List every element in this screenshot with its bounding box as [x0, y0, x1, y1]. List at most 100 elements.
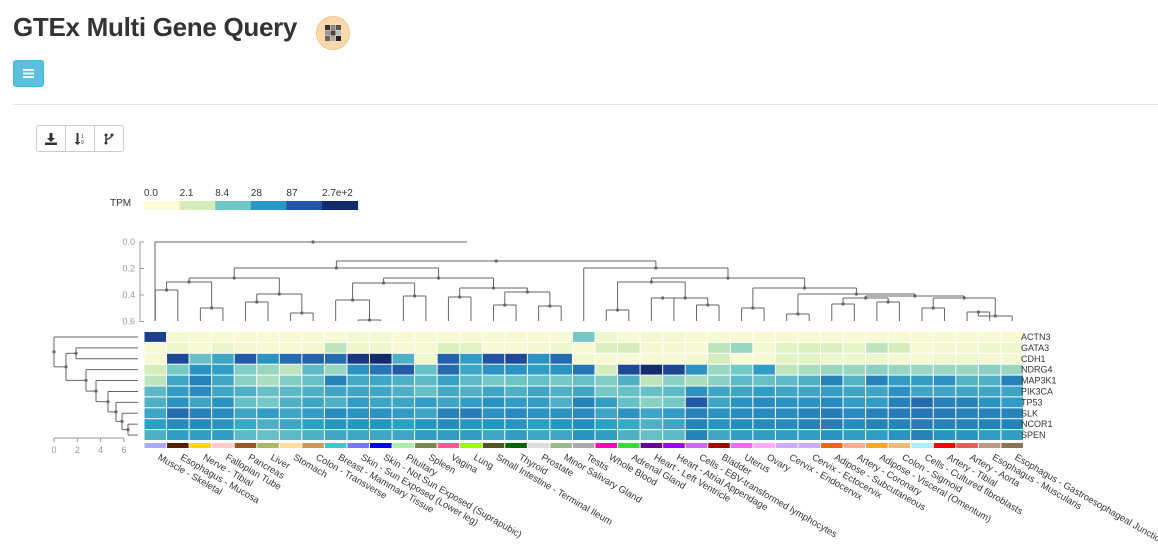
- heatmap-cell: [798, 342, 820, 353]
- heatmap-cell: [234, 397, 257, 408]
- column-dendrogram: [154, 240, 1013, 322]
- heatmap-cell: [347, 332, 369, 342]
- tissue-color-swatch: [234, 443, 257, 448]
- heatmap-cell: [798, 364, 820, 375]
- heatmap-cell: [550, 397, 572, 408]
- download-button[interactable]: [37, 126, 66, 151]
- heatmap-cell: [527, 397, 550, 408]
- tissue-color-swatch: [324, 443, 347, 448]
- heatmap-cell: [798, 332, 820, 342]
- tissue-color-swatch: [550, 443, 572, 448]
- heatmap-cell: [753, 342, 775, 353]
- heatmap-cell: [572, 386, 595, 397]
- heatmap-cell: [730, 397, 753, 408]
- heatmap-cell: [730, 332, 753, 342]
- heatmap-cell: [775, 342, 798, 353]
- heatmap-cell: [888, 353, 911, 364]
- heatmap-cell: [527, 430, 550, 440]
- menu-button[interactable]: [13, 60, 44, 87]
- heatmap-cell: [753, 397, 775, 408]
- heatmap-cell: [212, 364, 234, 375]
- heatmap-cell: [595, 353, 618, 364]
- heatmap-cell: [257, 353, 279, 364]
- heatmap-cell: [550, 364, 572, 375]
- heatmap-cell: [843, 375, 866, 386]
- heatmap-cell: [685, 408, 708, 419]
- heatmap-cell: [978, 332, 1001, 342]
- heatmap-cell: [370, 342, 392, 353]
- heatmap-cell: [933, 332, 956, 342]
- heatmap-cell: [618, 342, 640, 353]
- heatmap-cell: [888, 397, 911, 408]
- heatmap-cell: [505, 342, 527, 353]
- heatmap-cell: [527, 353, 550, 364]
- heatmap-cell: [505, 364, 527, 375]
- col-dendrogram-tick: 0.0: [122, 237, 135, 247]
- heatmap-cell: [595, 364, 618, 375]
- heatmap-cell: [1001, 353, 1023, 364]
- heatmap-cell: [663, 332, 685, 342]
- heatmap-cell: [572, 408, 595, 419]
- heatmap-cell: [708, 332, 730, 342]
- heatmap-cell: [279, 386, 302, 397]
- heatmap-cell: [956, 386, 978, 397]
- heatmap-cell: [708, 408, 730, 419]
- legend-tick-label: 8.4: [215, 188, 229, 199]
- heatmap-cell: [821, 408, 843, 419]
- heatmap-cell: [460, 364, 482, 375]
- heatmap-cell: [482, 386, 505, 397]
- tissue-color-swatch: [347, 443, 369, 448]
- heatmap-cell: [212, 332, 234, 342]
- heatmap-cell: [730, 419, 753, 430]
- heatmap-cell: [347, 419, 369, 430]
- heatmap-cell: [685, 397, 708, 408]
- heatmap-cell: [505, 332, 527, 342]
- heatmap-cell: [866, 408, 888, 419]
- heatmap-cell: [640, 342, 663, 353]
- tissue-color-swatch: [640, 443, 663, 448]
- heatmap-cell: [663, 342, 685, 353]
- heatmap-cell: [527, 342, 550, 353]
- heatmap-cell: [821, 364, 843, 375]
- row-dendrogram-tick: 2: [75, 445, 80, 455]
- heatmap-cell: [708, 353, 730, 364]
- heatmap-cell: [415, 397, 437, 408]
- tissue-color-swatch: [257, 443, 279, 448]
- heatmap-cell: [257, 386, 279, 397]
- heatmap-cell: [640, 353, 663, 364]
- heatmap-cell: [347, 386, 369, 397]
- heatmap-cell: [415, 353, 437, 364]
- heatmap-cell: [324, 332, 347, 342]
- heatmap-cell: [798, 353, 820, 364]
- heatmap-cell: [212, 386, 234, 397]
- heatmap-cell: [866, 364, 888, 375]
- heatmap-cell: [933, 397, 956, 408]
- hamburger-icon: [23, 69, 34, 78]
- heatmap-cell: [595, 397, 618, 408]
- heatmap-logo-icon: [316, 16, 350, 50]
- heatmap-cell: [978, 353, 1001, 364]
- heatmap-cell: [302, 342, 324, 353]
- heatmap-cell: [866, 375, 888, 386]
- heatmap-cell: [618, 397, 640, 408]
- heatmap-cell: [1001, 332, 1023, 342]
- cluster-button[interactable]: [95, 126, 123, 151]
- heatmap-cell: [708, 419, 730, 430]
- heatmap-cell: [663, 408, 685, 419]
- heatmap-cell: [279, 375, 302, 386]
- heatmap-cell: [370, 408, 392, 419]
- heatmap-cell: [167, 332, 189, 342]
- gene-label: MAP3K1: [1021, 376, 1057, 386]
- heatmap-cell: [550, 332, 572, 342]
- heatmap-cell: [212, 419, 234, 430]
- heatmap-cell: [167, 342, 189, 353]
- heatmap-cell: [167, 430, 189, 440]
- heatmap-cell: [956, 419, 978, 430]
- heatmap-cell: [302, 353, 324, 364]
- heatmap-cell: [167, 375, 189, 386]
- heatmap-cell: [821, 342, 843, 353]
- heatmap-cell: [415, 419, 437, 430]
- heatmap-cell: [821, 430, 843, 440]
